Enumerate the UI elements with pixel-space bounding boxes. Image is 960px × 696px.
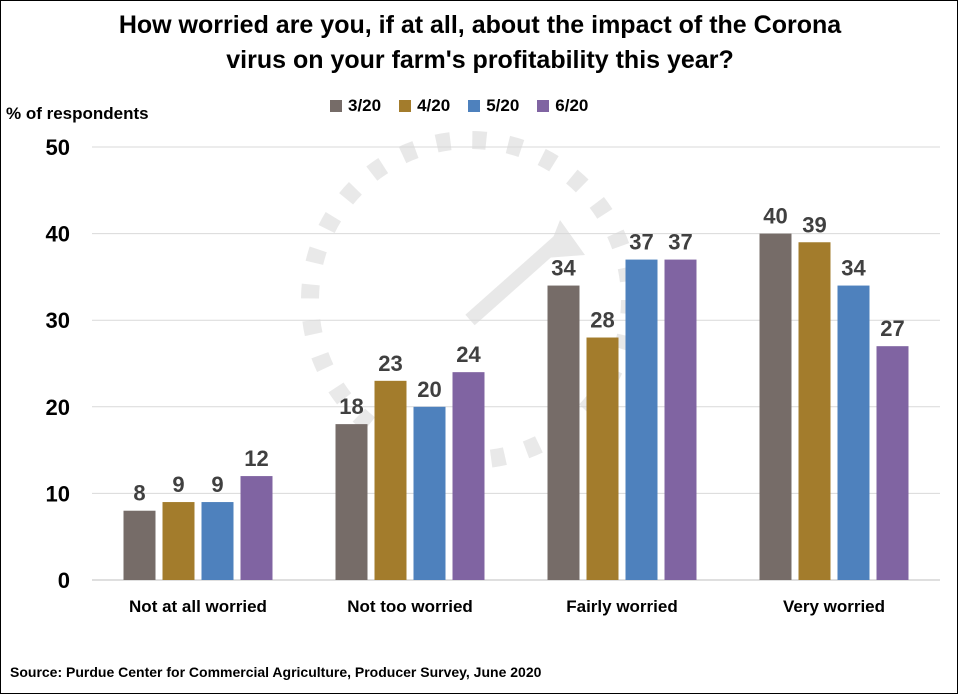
legend-item-series-4: 6/20 — [537, 96, 588, 116]
legend-label-series-1: 3/20 — [348, 96, 382, 115]
bar — [625, 259, 658, 580]
bars — [123, 233, 909, 580]
bar — [876, 346, 909, 580]
x-tick-label: Not at all worried — [129, 597, 267, 616]
value-label: 37 — [629, 230, 653, 255]
y-axis-ticks: 0 10 20 30 40 50 — [46, 135, 70, 593]
bar — [123, 510, 156, 580]
y-tick-label: 40 — [46, 222, 70, 247]
value-label: 27 — [880, 316, 904, 341]
legend-swatch-series-1 — [330, 100, 342, 112]
value-label: 18 — [339, 394, 363, 419]
source-note: Source: Purdue Center for Commercial Agr… — [10, 664, 542, 680]
value-label: 20 — [417, 377, 441, 402]
value-label: 12 — [244, 446, 268, 471]
chart-title: How worried are you, if at all, about th… — [0, 8, 960, 78]
value-label: 34 — [841, 256, 866, 281]
legend-label-series-2: 4/20 — [417, 96, 451, 115]
y-tick-label: 50 — [46, 135, 70, 160]
bar — [664, 259, 697, 580]
x-tick-label: Very worried — [783, 597, 885, 616]
chart-title-line-1: How worried are you, if at all, about th… — [118, 11, 842, 39]
legend-item-series-3: 5/20 — [468, 96, 519, 116]
y-axis-label: % of respondents — [6, 104, 149, 123]
watermark-gauge-arrowhead — [545, 220, 585, 258]
value-label: 9 — [211, 472, 223, 497]
value-labels: 8 9 9 12 18 23 20 24 34 28 37 37 40 39 34 27 — [133, 204, 904, 506]
legend-swatch-series-4 — [537, 100, 550, 112]
y-tick-label: 30 — [46, 308, 70, 333]
y-tick-label: 10 — [46, 481, 70, 506]
legend-item-series-2: 4/20 — [399, 96, 450, 116]
y-tick-label: 0 — [58, 568, 70, 593]
value-label: 23 — [378, 351, 402, 376]
value-label: 24 — [456, 342, 481, 367]
x-tick-label: Fairly worried — [566, 597, 677, 616]
value-label: 40 — [763, 204, 787, 229]
watermark-gauge-needle — [465, 234, 565, 326]
legend-swatch-series-2 — [399, 100, 412, 112]
legend-label-series-3: 5/20 — [486, 96, 520, 115]
bar — [335, 424, 368, 580]
value-label: 9 — [172, 472, 184, 497]
bar — [413, 406, 446, 580]
chart-title-line-2: virus on your farm's profitability this … — [226, 46, 734, 74]
bar — [452, 372, 485, 580]
bar — [837, 285, 870, 580]
bar — [240, 476, 273, 580]
value-label: 39 — [802, 212, 826, 237]
legend: 3/20 4/20 5/20 6/20 — [330, 96, 588, 116]
y-tick-label: 20 — [46, 395, 70, 420]
value-label: 28 — [590, 308, 614, 333]
value-label: 8 — [133, 481, 145, 506]
x-tick-label: Not too worried — [347, 597, 473, 616]
bar — [586, 337, 619, 580]
x-axis-ticks: Not at all worried Not too worried Fairly … — [129, 597, 885, 616]
bar — [201, 502, 234, 580]
bar — [162, 502, 195, 580]
bar — [547, 285, 580, 580]
legend-label-series-4: 6/20 — [555, 96, 589, 115]
bar — [759, 233, 792, 580]
value-label: 34 — [551, 256, 576, 281]
bar — [798, 242, 831, 580]
value-label: 37 — [668, 230, 692, 255]
bar — [374, 380, 407, 580]
legend-swatch-series-3 — [468, 100, 481, 112]
legend-item-series-1: 3/20 — [330, 96, 381, 116]
